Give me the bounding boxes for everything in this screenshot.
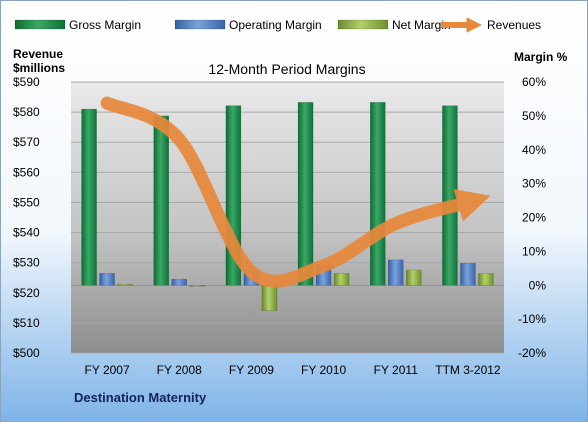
legend-label: Gross Margin (69, 18, 141, 32)
x-tick-label: FY 2008 (157, 363, 202, 377)
legend-label: Operating Margin (229, 18, 322, 32)
right-tick-label: 20% (522, 211, 546, 225)
gridlines (71, 81, 504, 354)
left-tick-label: $580 (13, 105, 40, 119)
left-tick-label: $560 (13, 165, 40, 179)
x-axis-ticks: FY 2007 FY 2008 FY 2009 FY 2010 FY 2011 TTM 3… (85, 363, 501, 377)
left-axis-ticks: $500 $510 $520 $530 $540 $550 $560 $570 $580 $590 (13, 75, 40, 360)
legend-swatch (337, 19, 389, 30)
left-tick-label: $520 (13, 286, 40, 300)
right-tick-label: 30% (522, 177, 546, 191)
legend: Gross Margin Operating Margin Net Margin Re… (14, 17, 541, 33)
operating-margin-bar (99, 273, 115, 286)
x-tick-label: FY 2009 (229, 363, 274, 377)
right-tick-label: -10% (518, 312, 546, 326)
net-margin-bar (333, 273, 350, 286)
right-tick-label: 60% (522, 75, 546, 89)
legend-swatch (174, 19, 226, 30)
left-tick-label: $540 (13, 226, 40, 240)
revenue-line-layer (100, 96, 491, 288)
right-tick-label: -20% (518, 346, 546, 360)
gross-margin-bar (297, 102, 314, 286)
left-axis-label-line2: $millions (13, 61, 65, 75)
gross-margin-bar (81, 108, 97, 286)
company-name: Destination Maternity (74, 390, 207, 405)
gross-margin-bar (370, 102, 386, 286)
net-margin-bar (117, 283, 133, 286)
x-tick-label: FY 2011 (374, 363, 419, 377)
legend-swatch (14, 19, 66, 30)
bars-layer (81, 102, 494, 311)
left-axis-label-line1: Revenue (13, 47, 63, 61)
net-margin-bar (478, 273, 494, 286)
net-margin-bar (261, 285, 278, 311)
chart-title: 12-Month Period Margins (208, 61, 365, 77)
x-tick-label: TTM 3-2012 (435, 363, 501, 377)
right-tick-label: 10% (522, 244, 546, 258)
left-tick-label: $590 (13, 75, 40, 89)
plot-area (71, 82, 504, 353)
left-tick-label: $550 (13, 195, 40, 209)
operating-margin-bar (460, 262, 476, 286)
net-margin-bar (189, 285, 205, 287)
right-tick-label: 50% (522, 109, 546, 123)
right-tick-label: 0% (529, 278, 547, 292)
gross-margin-bar (153, 115, 169, 286)
right-tick-label: 40% (522, 143, 546, 157)
legend-label: Net Margin (392, 18, 451, 32)
left-tick-label: $510 (13, 316, 40, 330)
gross-margin-bar (442, 105, 458, 286)
net-margin-bar (406, 269, 422, 286)
x-tick-label: FY 2007 (85, 363, 130, 377)
right-axis-label: Margin % (514, 50, 568, 64)
revenue-line (100, 96, 491, 288)
x-tick-label: FY 2010 (301, 363, 346, 377)
operating-margin-bar (388, 259, 404, 286)
left-tick-label: $530 (13, 256, 40, 270)
right-axis-ticks: -20% -10% 0% 10% 20% 30% 40% 50% 60% (518, 75, 546, 360)
left-tick-label: $500 (13, 346, 40, 360)
legend-label: Revenues (487, 18, 541, 32)
operating-margin-bar (171, 278, 187, 286)
left-tick-label: $570 (13, 135, 40, 149)
